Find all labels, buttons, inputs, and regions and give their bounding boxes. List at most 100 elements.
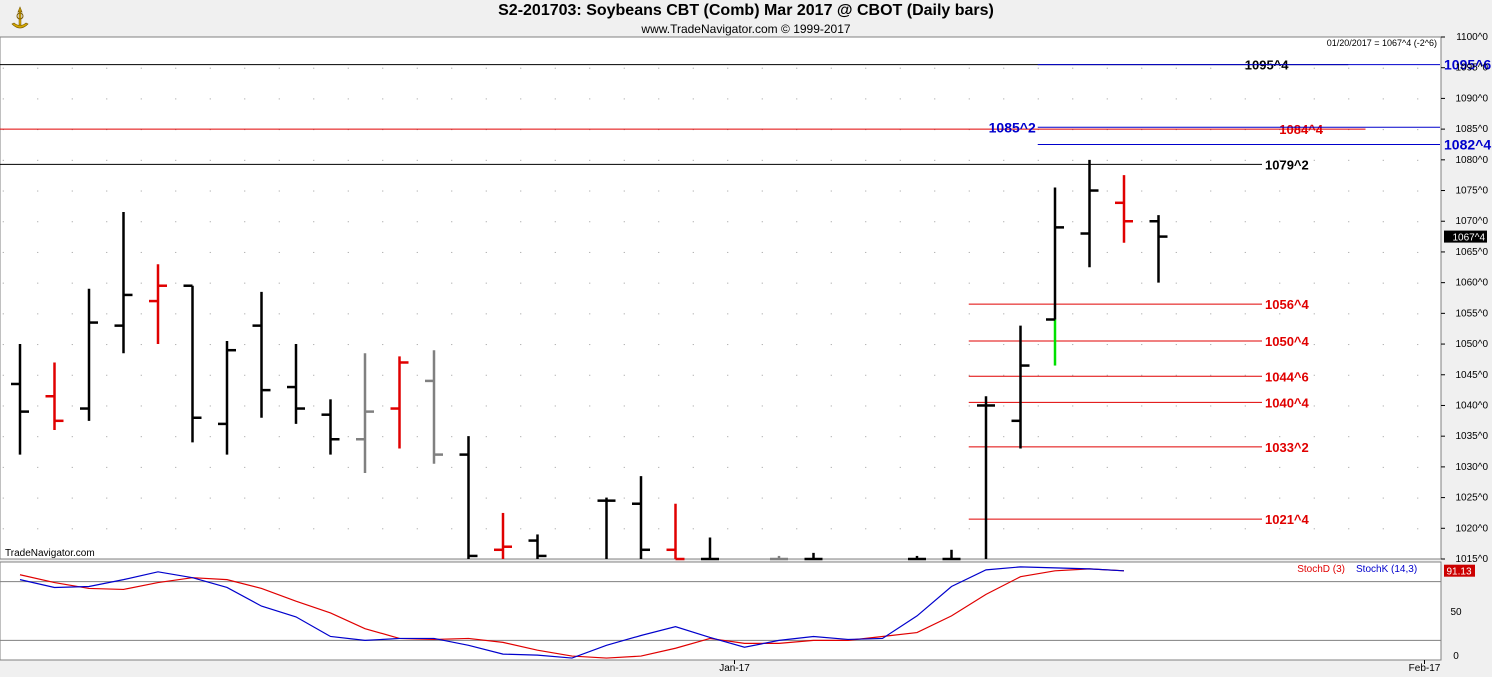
grid-dot xyxy=(865,374,867,376)
grid-dot xyxy=(1348,190,1350,192)
grid-dot xyxy=(1037,98,1039,100)
grid-dot xyxy=(1348,221,1350,223)
grid-dot xyxy=(1003,466,1005,468)
grid-dot xyxy=(244,98,246,100)
grid-dot xyxy=(244,221,246,223)
grid-dot xyxy=(968,282,970,284)
grid-dot xyxy=(2,251,4,253)
grid-dot xyxy=(761,98,763,100)
price-tick-label: 1015^0 xyxy=(1456,554,1489,565)
grid-dot xyxy=(1382,129,1384,131)
grid-dot xyxy=(140,67,142,69)
grid-dot xyxy=(244,374,246,376)
grid-dot xyxy=(1210,374,1212,376)
grid-dot xyxy=(451,251,453,253)
grid-dot xyxy=(520,528,522,530)
grid-dot xyxy=(727,67,729,69)
grid-dot xyxy=(278,190,280,192)
chart-subtitle: www.TradeNavigator.com © 1999-2017 xyxy=(641,22,851,36)
stoch-series-line xyxy=(19,568,1125,659)
grid-dot xyxy=(37,436,39,438)
grid-dot xyxy=(106,282,108,284)
grid-dot xyxy=(1244,497,1246,499)
grid-dot xyxy=(175,98,177,100)
price-tick-label: 1045^0 xyxy=(1456,370,1489,381)
grid-dot xyxy=(623,466,625,468)
grid-dot xyxy=(830,497,832,499)
grid-dot xyxy=(589,497,591,499)
grid-dot xyxy=(554,405,556,407)
grid-dot xyxy=(416,159,418,161)
grid-dot xyxy=(1210,282,1212,284)
grid-dot xyxy=(2,528,4,530)
grid-dot xyxy=(899,466,901,468)
level-label: 1050^4 xyxy=(1265,334,1310,349)
grid-dot xyxy=(692,159,694,161)
grid-dot xyxy=(1175,528,1177,530)
grid-dot xyxy=(865,344,867,346)
grid-dot xyxy=(244,528,246,530)
grid-dot xyxy=(37,313,39,315)
grid-dot xyxy=(278,282,280,284)
grid-dot xyxy=(1313,344,1315,346)
grid-dot xyxy=(71,466,73,468)
grid-dot xyxy=(1003,528,1005,530)
grid-dot xyxy=(520,282,522,284)
grid-dot xyxy=(1141,282,1143,284)
grid-dot xyxy=(313,159,315,161)
grid-dot xyxy=(175,528,177,530)
grid-dot xyxy=(1382,251,1384,253)
price-tick-label: 1040^0 xyxy=(1456,400,1489,411)
grid-dot xyxy=(1106,436,1108,438)
grid-dot xyxy=(485,466,487,468)
grid-dot xyxy=(899,190,901,192)
grid-dot xyxy=(1382,436,1384,438)
grid-dot xyxy=(1003,436,1005,438)
grid-dot xyxy=(37,466,39,468)
grid-dot xyxy=(1210,436,1212,438)
grid-dot xyxy=(209,251,211,253)
grid-dot xyxy=(382,344,384,346)
grid-dot xyxy=(71,436,73,438)
grid-dot xyxy=(416,251,418,253)
grid-dot xyxy=(278,405,280,407)
grid-dot xyxy=(796,374,798,376)
grid-dot xyxy=(692,528,694,530)
grid-dot xyxy=(554,466,556,468)
grid-dot xyxy=(382,466,384,468)
grid-dot xyxy=(71,528,73,530)
grid-dot xyxy=(1313,374,1315,376)
grid-dot xyxy=(1175,497,1177,499)
grid-dot xyxy=(1037,497,1039,499)
grid-dot xyxy=(1106,374,1108,376)
grid-dot xyxy=(727,436,729,438)
grid-dot xyxy=(1175,466,1177,468)
grid-dot xyxy=(1003,405,1005,407)
grid-dot xyxy=(934,436,936,438)
grid-dot xyxy=(692,344,694,346)
grid-dot xyxy=(313,67,315,69)
grid-dot xyxy=(1313,282,1315,284)
grid-dot xyxy=(2,67,4,69)
grid-dot xyxy=(2,374,4,376)
grid-dot xyxy=(1175,98,1177,100)
grid-dot xyxy=(1175,313,1177,315)
grid-dot xyxy=(1244,313,1246,315)
grid-dot xyxy=(899,344,901,346)
grid-dot xyxy=(485,528,487,530)
grid-dot xyxy=(761,344,763,346)
grid-dot xyxy=(451,436,453,438)
grid-dot xyxy=(1244,405,1246,407)
grid-dot xyxy=(347,190,349,192)
grid-dot xyxy=(1106,405,1108,407)
grid-dot xyxy=(865,221,867,223)
level-label: 1056^4 xyxy=(1265,297,1310,312)
grid-dot xyxy=(589,528,591,530)
grid-dot xyxy=(1313,98,1315,100)
grid-dot xyxy=(175,282,177,284)
grid-dot xyxy=(830,405,832,407)
grid-dots xyxy=(2,67,1419,530)
grid-dot xyxy=(830,282,832,284)
grid-dot xyxy=(1175,405,1177,407)
